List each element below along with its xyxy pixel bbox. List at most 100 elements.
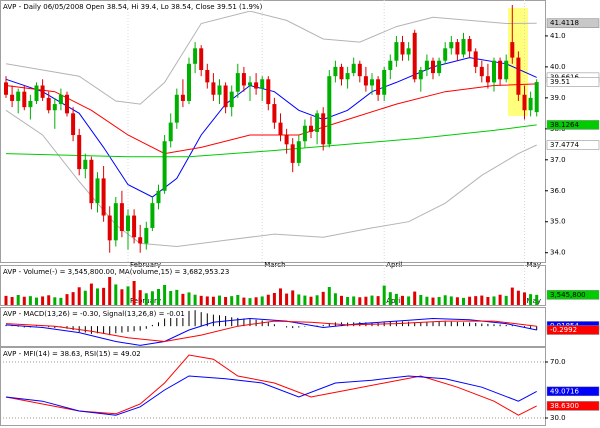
candle-body <box>351 63 356 74</box>
candle-body <box>34 85 39 101</box>
candle-body <box>455 42 460 55</box>
candle-body <box>223 85 228 108</box>
candle-body <box>95 178 100 204</box>
panel-title: AVP - MACD(13,26) = -0.30, Signal(13,26,… <box>3 310 185 318</box>
volume-bar <box>266 294 270 305</box>
volume-bar <box>89 283 93 305</box>
last-value-box <box>546 325 600 335</box>
volume-bar <box>199 295 203 305</box>
volume-bar <box>35 297 38 305</box>
candle-body <box>272 104 277 123</box>
candle-body <box>241 73 246 86</box>
candle-body <box>467 39 472 52</box>
candle-body <box>40 85 45 98</box>
last-value-label: -0.2992 <box>550 326 577 334</box>
volume-bar <box>126 286 130 305</box>
last-value-label: 38.1264 <box>550 121 579 129</box>
volume-bar <box>504 295 508 305</box>
volume-bar <box>407 296 411 305</box>
volume-bar <box>291 290 295 305</box>
volume-bar <box>419 295 423 305</box>
candle-body <box>345 73 350 80</box>
volume-bar <box>413 291 417 305</box>
volume-bar <box>260 296 264 305</box>
panel-frame <box>0 265 546 306</box>
candle-body <box>315 113 320 132</box>
y-tick-label: 30.0 <box>550 414 566 422</box>
last-value-label: 37.4774 <box>550 141 579 149</box>
candle-body <box>138 237 143 244</box>
y-tick-label: 39.0 <box>550 94 566 102</box>
volume-bar <box>492 296 496 305</box>
volume-bar <box>163 285 167 305</box>
volume-bar <box>169 291 173 305</box>
candle-body <box>327 76 332 145</box>
candle-body <box>28 100 33 108</box>
volume-bar <box>376 296 380 305</box>
candle-body <box>431 60 435 74</box>
volume-bar <box>486 297 490 305</box>
volume-bar <box>523 292 526 305</box>
last-value-box <box>546 386 600 397</box>
candle-body <box>498 60 503 80</box>
volume-bar <box>22 296 26 305</box>
candle-body <box>58 94 63 105</box>
volume-bar <box>468 296 472 305</box>
y-tick-label: 41.0 <box>550 32 566 40</box>
candle-body <box>174 94 179 123</box>
candle-body <box>406 48 411 55</box>
volume-bar <box>114 284 118 305</box>
volume-bar <box>59 297 63 305</box>
volume-bar <box>498 294 502 305</box>
volume-bar <box>358 297 362 305</box>
candle-body <box>309 125 313 132</box>
candle-body <box>357 63 362 77</box>
volume-bar <box>297 294 301 305</box>
candle-body <box>16 91 21 101</box>
candle-body <box>113 203 118 241</box>
volume-bar <box>71 292 75 305</box>
candle-body <box>461 39 466 55</box>
volume-bar <box>333 293 337 305</box>
volume-bar <box>96 288 99 305</box>
volume-bar <box>144 293 148 305</box>
candle-body <box>510 42 515 58</box>
candle-body <box>534 82 539 113</box>
volume-bar <box>218 295 221 305</box>
panel-title: AVP - Volume(-) = 3,545,800.00, MA(volum… <box>3 268 229 276</box>
candle-body <box>71 113 76 136</box>
candle-body <box>89 159 94 204</box>
volume-bar <box>480 295 484 305</box>
candle-body <box>180 94 185 101</box>
volume-bar <box>315 295 319 305</box>
volume-bar <box>272 293 276 305</box>
volume-bar <box>224 297 228 305</box>
indicator-line <box>5 124 537 158</box>
volume-bar <box>254 297 258 305</box>
candle-body <box>339 66 344 80</box>
candle-body <box>235 73 240 92</box>
volume-bar <box>437 297 441 305</box>
indicator-line <box>5 317 537 346</box>
candle-body <box>193 48 198 64</box>
panel-title: AVP - MFI(14) = 38.63, RSI(15) = 49.02 <box>3 350 141 358</box>
volume-bar <box>242 297 246 305</box>
candle-body <box>296 141 301 163</box>
candle-body <box>412 32 417 80</box>
candle-body <box>187 63 191 101</box>
candle-body <box>248 82 252 86</box>
candle-body <box>492 60 496 83</box>
title-background <box>2 310 186 318</box>
volume-bar <box>279 288 282 305</box>
volume-bar <box>102 287 106 305</box>
title-background <box>2 350 142 358</box>
volume-bar <box>248 298 252 305</box>
volume-bar <box>65 294 69 305</box>
candle-body <box>376 79 381 95</box>
volume-bar <box>236 295 240 305</box>
title-background <box>2 268 231 276</box>
volume-bar <box>41 296 45 305</box>
volume-bar <box>321 291 325 305</box>
candle-body <box>278 122 283 136</box>
volume-bar <box>388 292 392 305</box>
